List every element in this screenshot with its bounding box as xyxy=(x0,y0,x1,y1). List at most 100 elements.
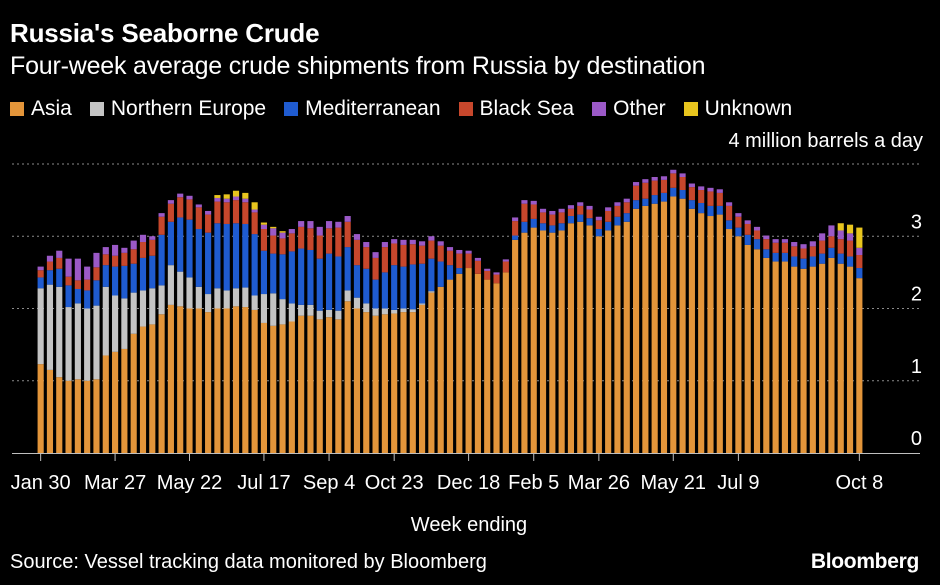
bar-segment-black-sea xyxy=(707,191,714,206)
bar-segment-black-sea xyxy=(102,254,109,266)
bar-segment-northern-europe xyxy=(205,294,212,313)
bar-segment-asia xyxy=(260,322,267,453)
bar-segment-asia xyxy=(242,307,249,453)
bar-segment-asia xyxy=(791,266,798,454)
x-tick-label: Jul 17 xyxy=(237,472,290,494)
bar-segment-northern-europe xyxy=(419,303,426,305)
bar-segment-northern-europe xyxy=(288,303,295,322)
bar-segment-black-sea xyxy=(205,214,212,233)
bar-stack xyxy=(158,213,165,453)
bar-segment-mediterranean xyxy=(791,256,798,267)
bar-segment-black-sea xyxy=(549,214,556,226)
bar-stack xyxy=(149,236,156,453)
bar-segment-other xyxy=(325,221,333,229)
bar-segment-other xyxy=(437,241,444,246)
bar-segment-black-sea xyxy=(288,233,295,252)
bar-segment-unknown xyxy=(270,226,277,229)
bar-segment-asia xyxy=(251,309,258,453)
bar-segment-asia xyxy=(614,225,621,453)
legend-label: Mediterranean xyxy=(305,97,441,120)
bar-segment-mediterranean xyxy=(512,235,519,240)
bar-segment-asia xyxy=(735,236,742,453)
bar-segment-black-sea xyxy=(716,192,723,206)
bar-stack xyxy=(456,249,463,453)
bar-segment-black-sea xyxy=(363,247,370,269)
bar-segment-asia xyxy=(223,308,230,453)
bar-segment-black-sea xyxy=(167,203,174,222)
bar-segment-unknown xyxy=(232,190,240,197)
bar-segment-mediterranean xyxy=(698,203,705,214)
bar-segment-asia xyxy=(428,292,435,454)
bar-segment-other xyxy=(270,228,277,236)
bar-segment-black-sea xyxy=(633,185,640,201)
bar-segment-asia xyxy=(298,315,305,454)
bar-segment-mediterranean xyxy=(781,252,788,262)
bar-segment-other xyxy=(298,221,305,227)
bar-segment-mediterranean xyxy=(335,256,342,311)
bar-segment-other xyxy=(205,210,212,215)
bar-segment-unknown xyxy=(837,223,844,231)
bar-segment-northern-europe xyxy=(93,305,100,380)
bar-segment-mediterranean xyxy=(242,223,249,288)
bar-segment-other xyxy=(112,244,119,256)
bar-segment-mediterranean xyxy=(400,266,407,309)
bar-segment-other xyxy=(651,177,658,181)
bar-segment-mediterranean xyxy=(391,265,398,310)
x-tick-label: Jan 30 xyxy=(11,472,71,494)
bar-stack xyxy=(391,239,398,453)
bar-segment-asia xyxy=(707,216,714,453)
bar-segment-black-sea xyxy=(400,244,407,267)
bar-segment-other xyxy=(567,205,575,209)
bar-stack xyxy=(428,236,435,454)
bar-segment-black-sea xyxy=(670,173,677,188)
bar-segment-black-sea xyxy=(772,242,779,253)
bar-segment-mediterranean xyxy=(735,227,742,237)
bar-segment-asia xyxy=(149,324,156,453)
bar-segment-northern-europe xyxy=(260,294,267,323)
bar-stack xyxy=(474,257,481,453)
bar-segment-other xyxy=(214,197,221,202)
x-tick-label: Jul 9 xyxy=(717,472,759,494)
bar-segment-black-sea xyxy=(84,279,91,291)
bar-segment-mediterranean xyxy=(595,229,602,237)
bar-segment-mediterranean xyxy=(642,198,649,206)
bar-segment-black-sea xyxy=(539,212,547,224)
bar-segment-asia xyxy=(167,304,174,453)
bar-segment-northern-europe xyxy=(223,290,230,309)
bar-segment-black-sea xyxy=(800,248,807,259)
bar-segment-black-sea xyxy=(391,243,398,266)
legend-swatch xyxy=(10,102,24,116)
bar-segment-other xyxy=(502,259,509,262)
bar-segment-mediterranean xyxy=(586,218,593,226)
bar-segment-mediterranean xyxy=(232,223,240,289)
bar-segment-mediterranean xyxy=(214,223,221,289)
bar-segment-black-sea xyxy=(642,182,649,199)
bar-segment-black-sea xyxy=(279,238,286,255)
bar-segment-other xyxy=(260,224,267,230)
bar-segment-northern-europe xyxy=(242,287,249,308)
bar-segment-northern-europe xyxy=(186,277,193,309)
bar-segment-unknown xyxy=(260,222,267,225)
bar-segment-northern-europe xyxy=(195,286,202,309)
bar-segment-black-sea xyxy=(530,204,537,219)
bar-segment-northern-europe xyxy=(400,308,407,313)
bar-segment-black-sea xyxy=(56,257,63,269)
bar-segment-black-sea xyxy=(270,235,277,254)
bar-segment-other xyxy=(856,247,863,256)
bar-segment-asia xyxy=(372,315,379,454)
bar-segment-asia xyxy=(688,208,695,453)
bar-stack xyxy=(791,242,798,454)
bar-segment-black-sea xyxy=(605,210,612,222)
bar-segment-black-sea xyxy=(651,180,658,196)
bar-segment-other xyxy=(828,225,835,237)
bar-stack xyxy=(828,225,835,453)
bar-segment-other xyxy=(605,207,612,211)
bar-segment-asia xyxy=(177,306,184,453)
bar-segment-asia xyxy=(325,317,333,453)
bar-segment-mediterranean xyxy=(679,190,686,199)
bar-stack xyxy=(335,221,342,453)
bar-segment-other xyxy=(660,176,668,180)
legend-item-other: Other xyxy=(592,97,666,121)
bar-stack xyxy=(772,239,779,453)
bar-segment-mediterranean xyxy=(130,263,137,293)
